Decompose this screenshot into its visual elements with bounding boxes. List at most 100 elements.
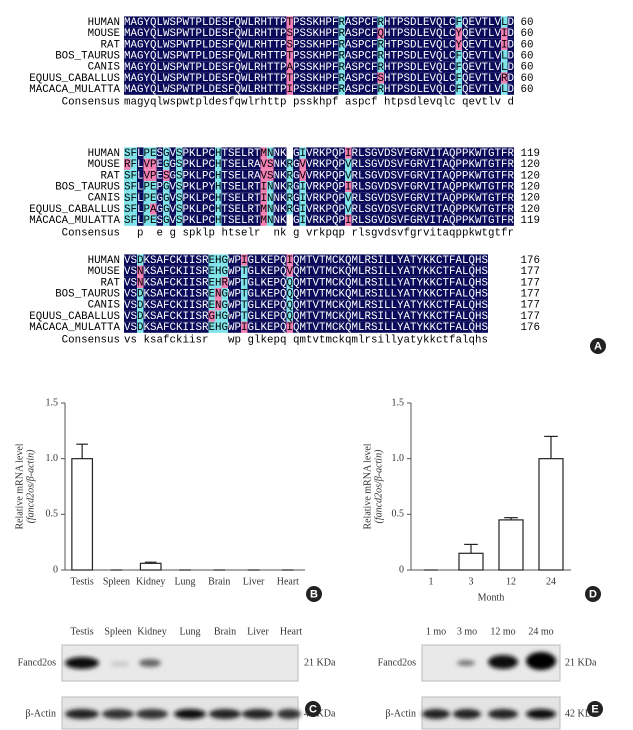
residue-highlight bbox=[371, 310, 378, 322]
residue-highlight bbox=[124, 169, 131, 181]
residue-highlight bbox=[416, 27, 423, 39]
residue-highlight bbox=[267, 192, 274, 204]
residue-highlight bbox=[234, 203, 241, 215]
band bbox=[136, 709, 168, 719]
residue-highlight bbox=[481, 214, 488, 226]
position-number: 119 bbox=[521, 215, 540, 227]
residue-highlight bbox=[429, 214, 436, 226]
residue-highlight bbox=[351, 288, 358, 300]
residue-highlight bbox=[319, 265, 326, 277]
residue-highlight bbox=[481, 321, 488, 333]
residue-highlight bbox=[299, 192, 306, 204]
residue-highlight bbox=[312, 321, 319, 333]
residue-highlight bbox=[390, 83, 397, 95]
residue-highlight bbox=[143, 158, 150, 170]
residue-highlight bbox=[436, 276, 443, 288]
y-axis-label: Relative mRNA level bbox=[14, 443, 25, 529]
residue-highlight bbox=[163, 192, 170, 204]
residue-highlight bbox=[494, 50, 501, 62]
residue-highlight bbox=[455, 192, 462, 204]
lane-label: Testis bbox=[70, 626, 93, 637]
residue-highlight bbox=[286, 288, 293, 300]
bar bbox=[139, 562, 162, 571]
residue-highlight bbox=[351, 16, 358, 28]
residue-highlight bbox=[163, 50, 170, 62]
residue-highlight bbox=[176, 169, 183, 181]
residue-highlight bbox=[481, 310, 488, 322]
residue-highlight bbox=[410, 181, 417, 193]
residue-highlight bbox=[124, 265, 131, 277]
residue-highlight bbox=[195, 265, 202, 277]
residue-highlight bbox=[332, 299, 339, 311]
residue-highlight bbox=[384, 265, 391, 277]
residue-highlight bbox=[169, 299, 176, 311]
residue-highlight bbox=[481, 254, 488, 266]
residue-highlight bbox=[507, 50, 514, 62]
residue-highlight bbox=[423, 158, 430, 170]
residue-highlight bbox=[371, 27, 378, 39]
residue-highlight bbox=[449, 299, 456, 311]
residue-highlight bbox=[163, 203, 170, 215]
residue-highlight bbox=[143, 299, 150, 311]
residue-highlight bbox=[312, 158, 319, 170]
residue-highlight bbox=[494, 72, 501, 84]
residue-highlight bbox=[299, 265, 306, 277]
residue-highlight bbox=[247, 16, 254, 28]
residue-highlight bbox=[345, 72, 352, 84]
residue-highlight bbox=[176, 214, 183, 226]
residue-highlight bbox=[176, 50, 183, 62]
residue-highlight bbox=[325, 61, 332, 73]
residue-highlight bbox=[319, 16, 326, 28]
residue-highlight bbox=[312, 16, 319, 28]
residue-highlight bbox=[306, 158, 313, 170]
residue-highlight bbox=[241, 169, 248, 181]
residue-highlight bbox=[397, 203, 404, 215]
residue-highlight bbox=[423, 203, 430, 215]
residue-highlight bbox=[501, 158, 508, 170]
lane-label: Heart bbox=[280, 626, 302, 637]
residue-highlight bbox=[410, 288, 417, 300]
residue-highlight bbox=[455, 158, 462, 170]
residue-highlight bbox=[195, 181, 202, 193]
residue-highlight bbox=[286, 299, 293, 311]
residue-highlight bbox=[332, 321, 339, 333]
residue-highlight bbox=[137, 158, 144, 170]
residue-highlight bbox=[494, 61, 501, 73]
residue-highlight bbox=[273, 288, 280, 300]
y-axis-label: (fancd2os/β-actin) bbox=[25, 449, 36, 524]
residue-highlight bbox=[455, 265, 462, 277]
residue-highlight bbox=[124, 214, 131, 226]
residue-highlight bbox=[163, 310, 170, 322]
residue-highlight bbox=[397, 169, 404, 181]
residue-highlight bbox=[403, 38, 410, 50]
residue-highlight bbox=[189, 299, 196, 311]
residue-highlight bbox=[332, 72, 339, 84]
residue-highlight bbox=[436, 214, 443, 226]
residue-highlight bbox=[280, 254, 287, 266]
residue-highlight bbox=[397, 254, 404, 266]
residue-highlight bbox=[364, 38, 371, 50]
species-name: BOS_TAURUS bbox=[55, 288, 120, 300]
residue-highlight bbox=[319, 181, 326, 193]
residue-highlight bbox=[202, 16, 209, 28]
residue-highlight bbox=[319, 38, 326, 50]
residue-highlight bbox=[455, 61, 462, 73]
residue-highlight bbox=[462, 265, 469, 277]
residue-highlight bbox=[442, 169, 449, 181]
residue-highlight bbox=[462, 158, 469, 170]
species-name: MACACA_MULATTA bbox=[29, 322, 120, 334]
x-tick-label: Kidney bbox=[136, 576, 165, 587]
residue-highlight bbox=[384, 310, 391, 322]
residue-highlight bbox=[475, 169, 482, 181]
residue-highlight bbox=[475, 83, 482, 95]
residue-highlight bbox=[286, 72, 293, 84]
residue-highlight bbox=[234, 265, 241, 277]
residue-highlight bbox=[442, 50, 449, 62]
residue-highlight bbox=[156, 214, 163, 226]
residue-highlight bbox=[488, 72, 495, 84]
residue-highlight bbox=[390, 276, 397, 288]
position-number: 120 bbox=[521, 204, 540, 216]
residue-highlight bbox=[319, 310, 326, 322]
residue-highlight bbox=[462, 254, 469, 266]
residue-highlight bbox=[332, 203, 339, 215]
